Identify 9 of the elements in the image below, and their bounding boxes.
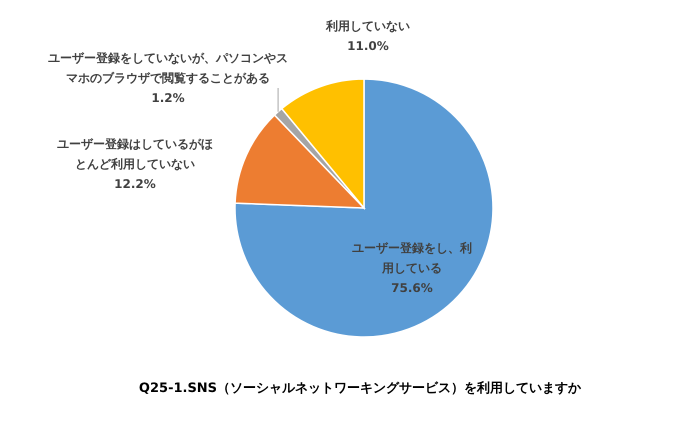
text: Q25-1.SNS（ソーシャルネットワーキングサービス）を利用していますか	[138, 380, 582, 396]
slice-label: 利用していない	[325, 19, 410, 33]
data-label: 11.0%	[347, 39, 389, 53]
slice-label: ユーザー登録をしていないが、パソコンやスマホのブラウザで閲覧することがある	[48, 51, 288, 85]
data-label: 75.6%	[391, 281, 433, 295]
data-label: 1.2%	[151, 91, 185, 105]
slice-label: ユーザー登録はしているがほとんど利用していない	[57, 137, 213, 171]
slice-label: ユーザー登録をし、利用している	[352, 241, 472, 275]
data-label: 12.2%	[114, 177, 156, 191]
